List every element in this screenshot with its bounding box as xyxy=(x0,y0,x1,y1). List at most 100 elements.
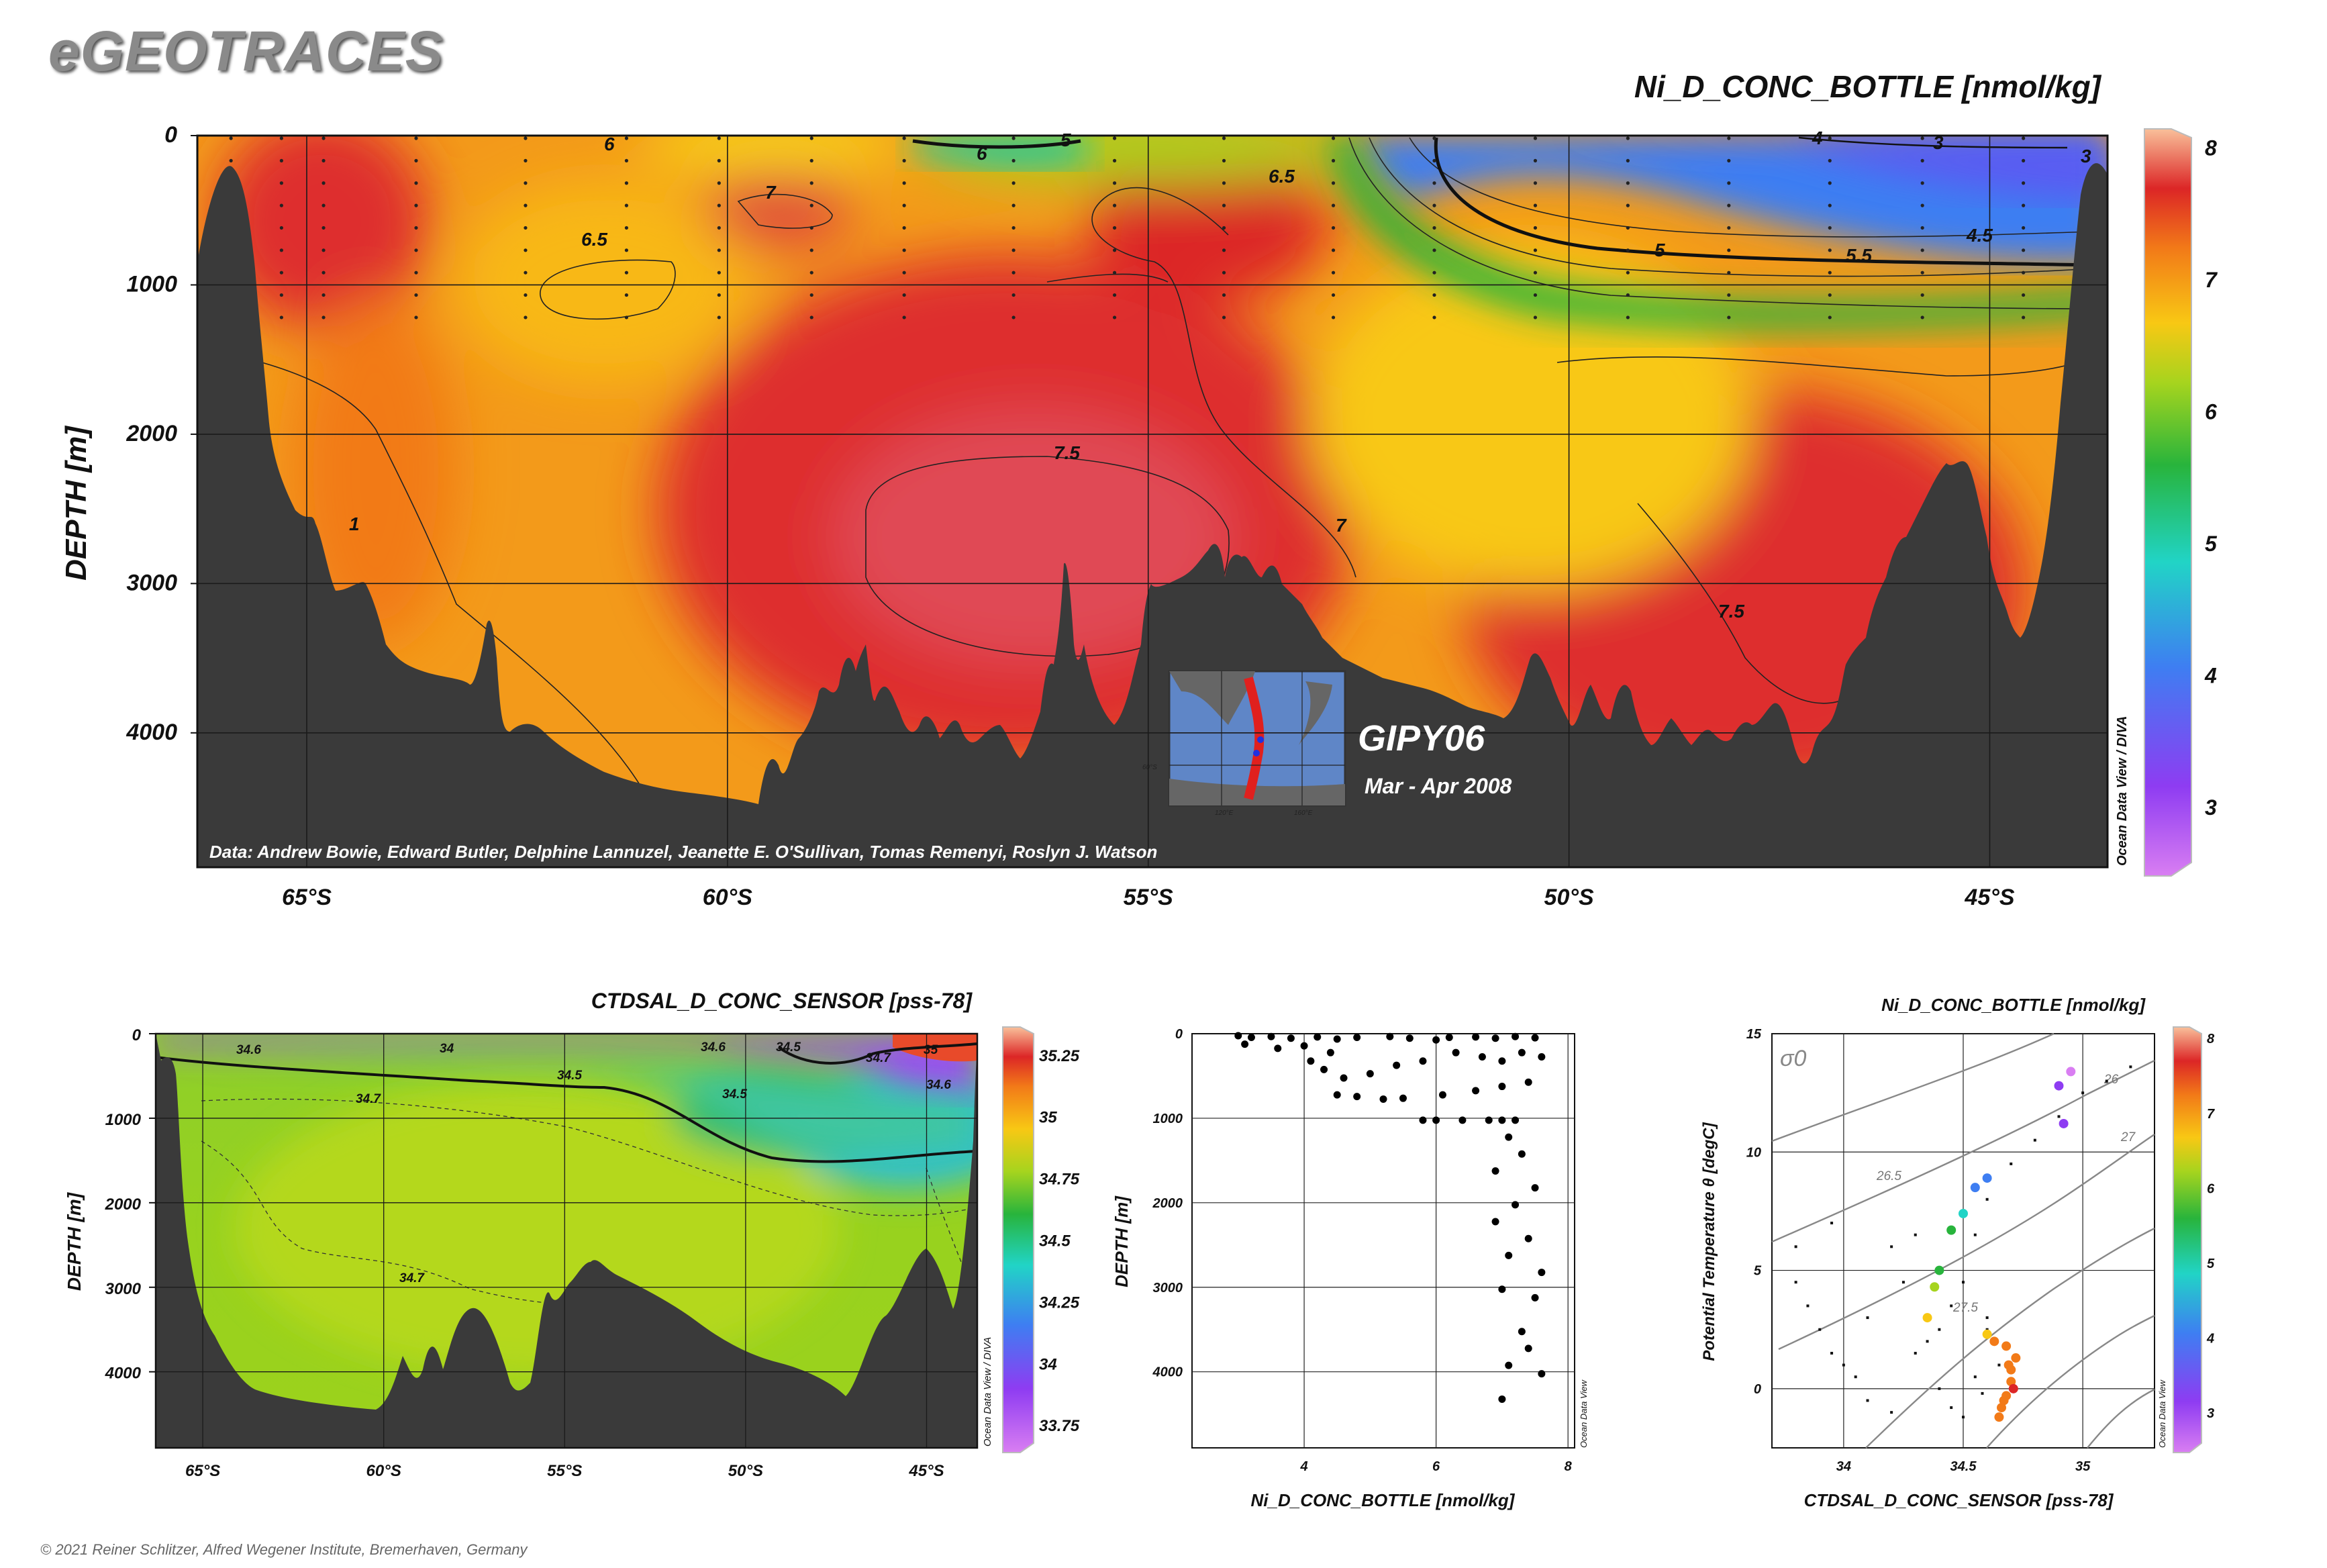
station-sample xyxy=(279,181,283,185)
station-sample xyxy=(279,226,283,230)
station-sample xyxy=(414,226,418,230)
data-point xyxy=(1498,1057,1506,1065)
x-tick-label: 34 xyxy=(1836,1459,1851,1474)
ts-title: Ni_D_CONC_BOTTLE [nmol/kg] xyxy=(1881,995,2146,1015)
profile-ylabel: DEPTH [m] xyxy=(1111,1195,1132,1287)
station-sample xyxy=(1432,271,1436,275)
station-sample xyxy=(624,203,629,207)
station-sample xyxy=(624,136,629,140)
station-sample xyxy=(1112,271,1117,275)
station-sample xyxy=(1920,248,1924,252)
isopycnal-label: 26 xyxy=(2103,1073,2119,1087)
main-contour-labels: 6 6 5 7 6.5 6.5 7.5 7 1 7.5 5 5.5 4.5 3 … xyxy=(349,128,2091,622)
contour-label: 4 xyxy=(1812,128,1823,148)
colorbar-tick: 35.25 xyxy=(1039,1047,1080,1065)
station-sample xyxy=(229,136,233,140)
station-sample xyxy=(1533,315,1538,320)
data-point xyxy=(1307,1057,1315,1065)
inset-lon1-label: 120°E xyxy=(1215,810,1234,817)
station-sample xyxy=(1222,136,1226,140)
egeotraces-logo: eGEOTRACES xyxy=(48,19,444,83)
data-point xyxy=(1505,1361,1513,1369)
background-point xyxy=(2105,1079,2108,1083)
station-sample xyxy=(1727,248,1731,252)
station-sample xyxy=(1626,136,1630,140)
station-sample xyxy=(1331,203,1336,207)
x-tick-label: 55°S xyxy=(1124,885,1173,910)
main-gridlines xyxy=(197,136,2108,867)
y-tick-label: 0 xyxy=(132,1026,142,1044)
data-point xyxy=(1438,1091,1446,1099)
station-sample xyxy=(1626,158,1630,162)
y-tick-label: 4000 xyxy=(126,720,177,745)
y-tick-label: 3000 xyxy=(1153,1281,1183,1295)
y-tick-label: 2000 xyxy=(1152,1196,1183,1211)
x-tick-label: 55°S xyxy=(547,1462,582,1480)
station-sample xyxy=(279,203,283,207)
y-tick-label: 0 xyxy=(1175,1027,1183,1042)
station-sample xyxy=(414,136,418,140)
data-point xyxy=(1959,1208,1968,1218)
background-point xyxy=(1901,1281,1905,1284)
main-contours xyxy=(201,137,2095,793)
data-point xyxy=(1538,1370,1546,1378)
station-sample xyxy=(1432,181,1436,185)
background-point xyxy=(1973,1233,1977,1236)
data-point xyxy=(1518,1150,1526,1158)
station-sample xyxy=(321,293,326,297)
station-sample xyxy=(624,271,629,275)
background-point xyxy=(2129,1065,2132,1069)
data-point xyxy=(1512,1032,1520,1040)
colorbar-tick: 34 xyxy=(1039,1355,1057,1373)
data-point xyxy=(1946,1225,1957,1235)
station-sample xyxy=(1533,248,1538,252)
station-sample xyxy=(414,158,418,162)
colorbar-tick: 3 xyxy=(2205,795,2217,820)
background-point xyxy=(1962,1416,1965,1419)
colorbar-tick: 7 xyxy=(2205,268,2218,292)
station-sample xyxy=(902,315,906,320)
x-tick-label: 50°S xyxy=(1544,885,1594,910)
station-sample xyxy=(1331,136,1336,140)
station-sample xyxy=(1727,293,1731,297)
station-sample xyxy=(902,226,906,230)
contour-label: 34.6 xyxy=(236,1043,261,1057)
colorbar-tick: 6 xyxy=(2205,400,2217,424)
data-point xyxy=(1531,1293,1539,1302)
data-point xyxy=(1314,1033,1322,1041)
data-point xyxy=(1498,1083,1506,1091)
data-point xyxy=(1247,1034,1255,1042)
background-point xyxy=(1985,1328,1989,1331)
station-sample xyxy=(717,293,721,297)
x-tick-label: 35 xyxy=(2075,1459,2091,1474)
station-sample xyxy=(809,271,813,275)
station-sample xyxy=(624,181,629,185)
station-sample xyxy=(902,158,906,162)
station-sample xyxy=(2022,181,2026,185)
y-tick-label: 5 xyxy=(1754,1264,1762,1279)
station-sample xyxy=(717,271,721,275)
station-sample xyxy=(1533,203,1538,207)
isopycnal-label: 27 xyxy=(2120,1130,2136,1144)
data-point xyxy=(2066,1067,2076,1077)
background-point xyxy=(1985,1316,1989,1320)
data-point xyxy=(1994,1412,2004,1422)
y-tick-label: 15 xyxy=(1746,1027,1762,1042)
station-sample xyxy=(1828,226,1832,230)
station-sample xyxy=(717,158,721,162)
y-tick-label: 1000 xyxy=(126,271,177,297)
contour-label: 7.5 xyxy=(1054,442,1080,463)
station-sample xyxy=(321,248,326,252)
data-point xyxy=(1379,1095,1387,1103)
contour-label: 34.5 xyxy=(557,1069,582,1083)
background-point xyxy=(1926,1340,1929,1343)
station-sample xyxy=(279,293,283,297)
station-sample xyxy=(902,271,906,275)
y-tick-label: 2000 xyxy=(126,421,177,446)
data-point xyxy=(1505,1251,1513,1259)
x-tick-label: 50°S xyxy=(728,1462,763,1480)
salinity-ylabel: DEPTH [m] xyxy=(64,1191,85,1291)
station-sample xyxy=(1112,136,1117,140)
station-sample xyxy=(524,315,528,320)
salinity-odv-label: Ocean Data View / DIVA xyxy=(982,1337,993,1447)
